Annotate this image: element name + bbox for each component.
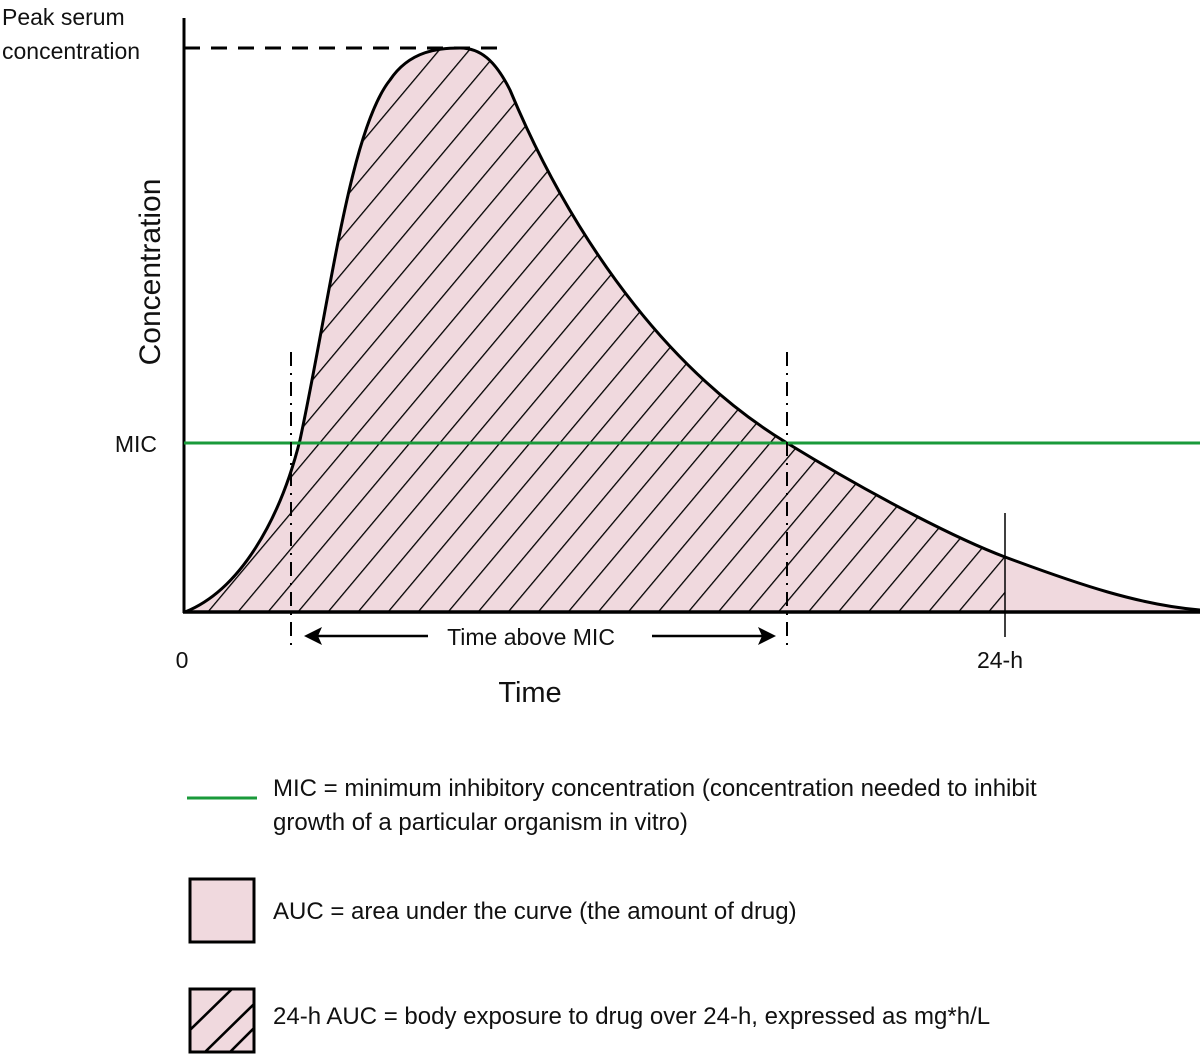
legend-24h-auc-box <box>188 987 256 1054</box>
origin-label: 0 <box>176 647 189 673</box>
x-axis-label: Time <box>498 677 561 709</box>
peak-label-2: concentration <box>2 38 140 64</box>
arrowhead-right-icon <box>758 627 776 645</box>
concentration-curve <box>184 46 1200 614</box>
legend-mic-line1: MIC = minimum inhibitory concentration (… <box>273 775 1037 802</box>
y-axis-label: Concentration <box>134 179 167 366</box>
time-above-mic-label: Time above MIC <box>447 624 615 650</box>
legend-auc-text: AUC = area under the curve (the amount o… <box>273 898 797 925</box>
tick-24h-label: 24-h <box>977 647 1023 673</box>
legend-auc-box <box>188 877 256 944</box>
auc-24h-hatch <box>185 48 1005 612</box>
legend-24h-auc-text: 24-h AUC = body exposure to drug over 24… <box>273 1003 991 1030</box>
legend-mic-line2: growth of a particular organism in vitro… <box>273 809 688 836</box>
legend-mic-text: MIC = minimum inhibitory concentration (… <box>273 772 1037 840</box>
arrowhead-left-icon <box>304 627 322 645</box>
peak-label: Peak serum <box>2 4 125 30</box>
mic-axis-label: MIC <box>115 431 157 457</box>
